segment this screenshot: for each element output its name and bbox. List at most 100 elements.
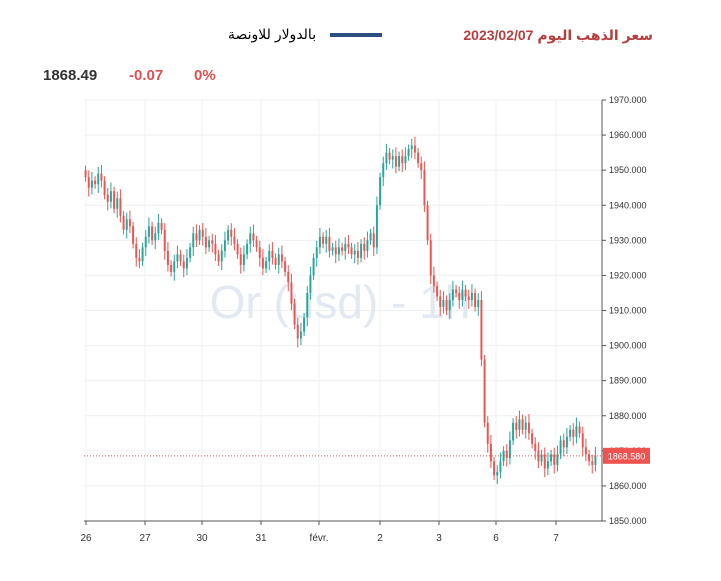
x-tick-label: févr. [310, 533, 329, 544]
y-tick-label: 1910.000 [609, 306, 647, 316]
candle-body [144, 236, 147, 248]
candle-body [303, 317, 306, 332]
candle-body [588, 454, 591, 462]
y-tick-label: 1970.000 [609, 95, 647, 105]
candle-body [553, 454, 556, 465]
candle-body [223, 240, 226, 251]
candle-body [135, 243, 138, 258]
last-price-label: 1868.580 [608, 451, 646, 461]
candle-body [540, 454, 543, 462]
candle-body [420, 163, 423, 171]
candle-body [562, 440, 565, 448]
candle-body [132, 226, 135, 244]
candle-body [575, 426, 578, 437]
candle-body [515, 422, 518, 430]
candle-body [274, 257, 277, 265]
candle-body [217, 254, 220, 262]
candle-body [372, 233, 375, 248]
candle-body [448, 299, 451, 311]
candle-body [170, 264, 173, 272]
candle-body [328, 236, 331, 251]
price-change-percent: 0% [194, 67, 216, 84]
candle-body [572, 429, 575, 437]
candle-body [363, 243, 366, 251]
candle-body [157, 222, 160, 234]
axes: 1850.0001860.0001870.0001880.0001890.000… [80, 95, 650, 544]
candle-body [230, 229, 233, 237]
candle-body [268, 250, 271, 262]
candle-body [182, 261, 185, 269]
candle-body [531, 433, 534, 444]
candle-body [109, 191, 112, 202]
candle-body [385, 152, 388, 164]
candle-body [176, 254, 179, 262]
candle-body [521, 419, 524, 430]
price-change: -0.07 [129, 67, 164, 84]
candle-body [356, 250, 359, 258]
y-tick-label: 1960.000 [609, 130, 647, 140]
candle-body [138, 257, 141, 262]
candle-body [255, 240, 258, 248]
candle-body [410, 145, 413, 150]
candle-body [271, 250, 274, 258]
last-price-badge [603, 447, 650, 464]
candle-body [594, 455, 597, 465]
candle-body [325, 236, 328, 244]
candle-body [334, 247, 337, 255]
candle-body [461, 289, 464, 300]
candle-body [360, 243, 363, 258]
candle-body [236, 243, 239, 255]
candle-body [480, 299, 483, 360]
legend: بالدولار للاونصة [228, 26, 383, 43]
candle-body [284, 261, 287, 272]
candle-body [401, 156, 404, 164]
x-tick-label: 31 [255, 533, 267, 544]
y-tick-label: 1900.000 [609, 341, 647, 351]
candle-body [322, 236, 325, 244]
candle-body [141, 247, 144, 262]
candle-body [508, 440, 511, 458]
candle-body [543, 454, 546, 469]
candle-body [208, 240, 211, 248]
candle-body [347, 243, 350, 248]
candle-body [296, 324, 299, 339]
candle-body [246, 243, 249, 255]
candle-body [496, 471, 499, 476]
candle-body [350, 247, 353, 255]
candle-body [84, 170, 87, 178]
candle-body [417, 152, 420, 164]
candle-body [211, 240, 214, 244]
candle-body [90, 180, 93, 188]
candle-body [455, 289, 458, 293]
candle-body [128, 219, 131, 227]
chart-title: سعر الذهب اليوم 2023/02/07 [463, 27, 653, 43]
candle-body [100, 173, 103, 181]
candle-body [204, 236, 207, 248]
candle-body [233, 236, 236, 244]
candle-body [512, 422, 515, 441]
candle-body [426, 205, 429, 241]
watermark: Or (usd) - 1h [210, 276, 471, 328]
candle-body [394, 156, 397, 167]
candles [84, 136, 597, 485]
x-tick-label: 27 [139, 533, 151, 544]
candle-body [103, 180, 106, 195]
candle-body [344, 243, 347, 251]
candle-body [179, 254, 182, 262]
candle-body [477, 299, 480, 307]
candle-body [493, 461, 496, 476]
candle-body [486, 422, 489, 444]
candle-body [195, 233, 198, 241]
candle-body [474, 292, 477, 307]
candle-body [439, 296, 442, 307]
candle-body [502, 450, 505, 462]
x-tick-label: 30 [196, 533, 208, 544]
x-tick-label: 6 [493, 533, 499, 544]
x-tick-label: 26 [80, 533, 92, 544]
candle-body [252, 233, 255, 241]
candle-body [249, 233, 252, 244]
y-tick-label: 1920.000 [609, 270, 647, 280]
candle-body [565, 436, 568, 448]
candle-body [287, 271, 290, 283]
